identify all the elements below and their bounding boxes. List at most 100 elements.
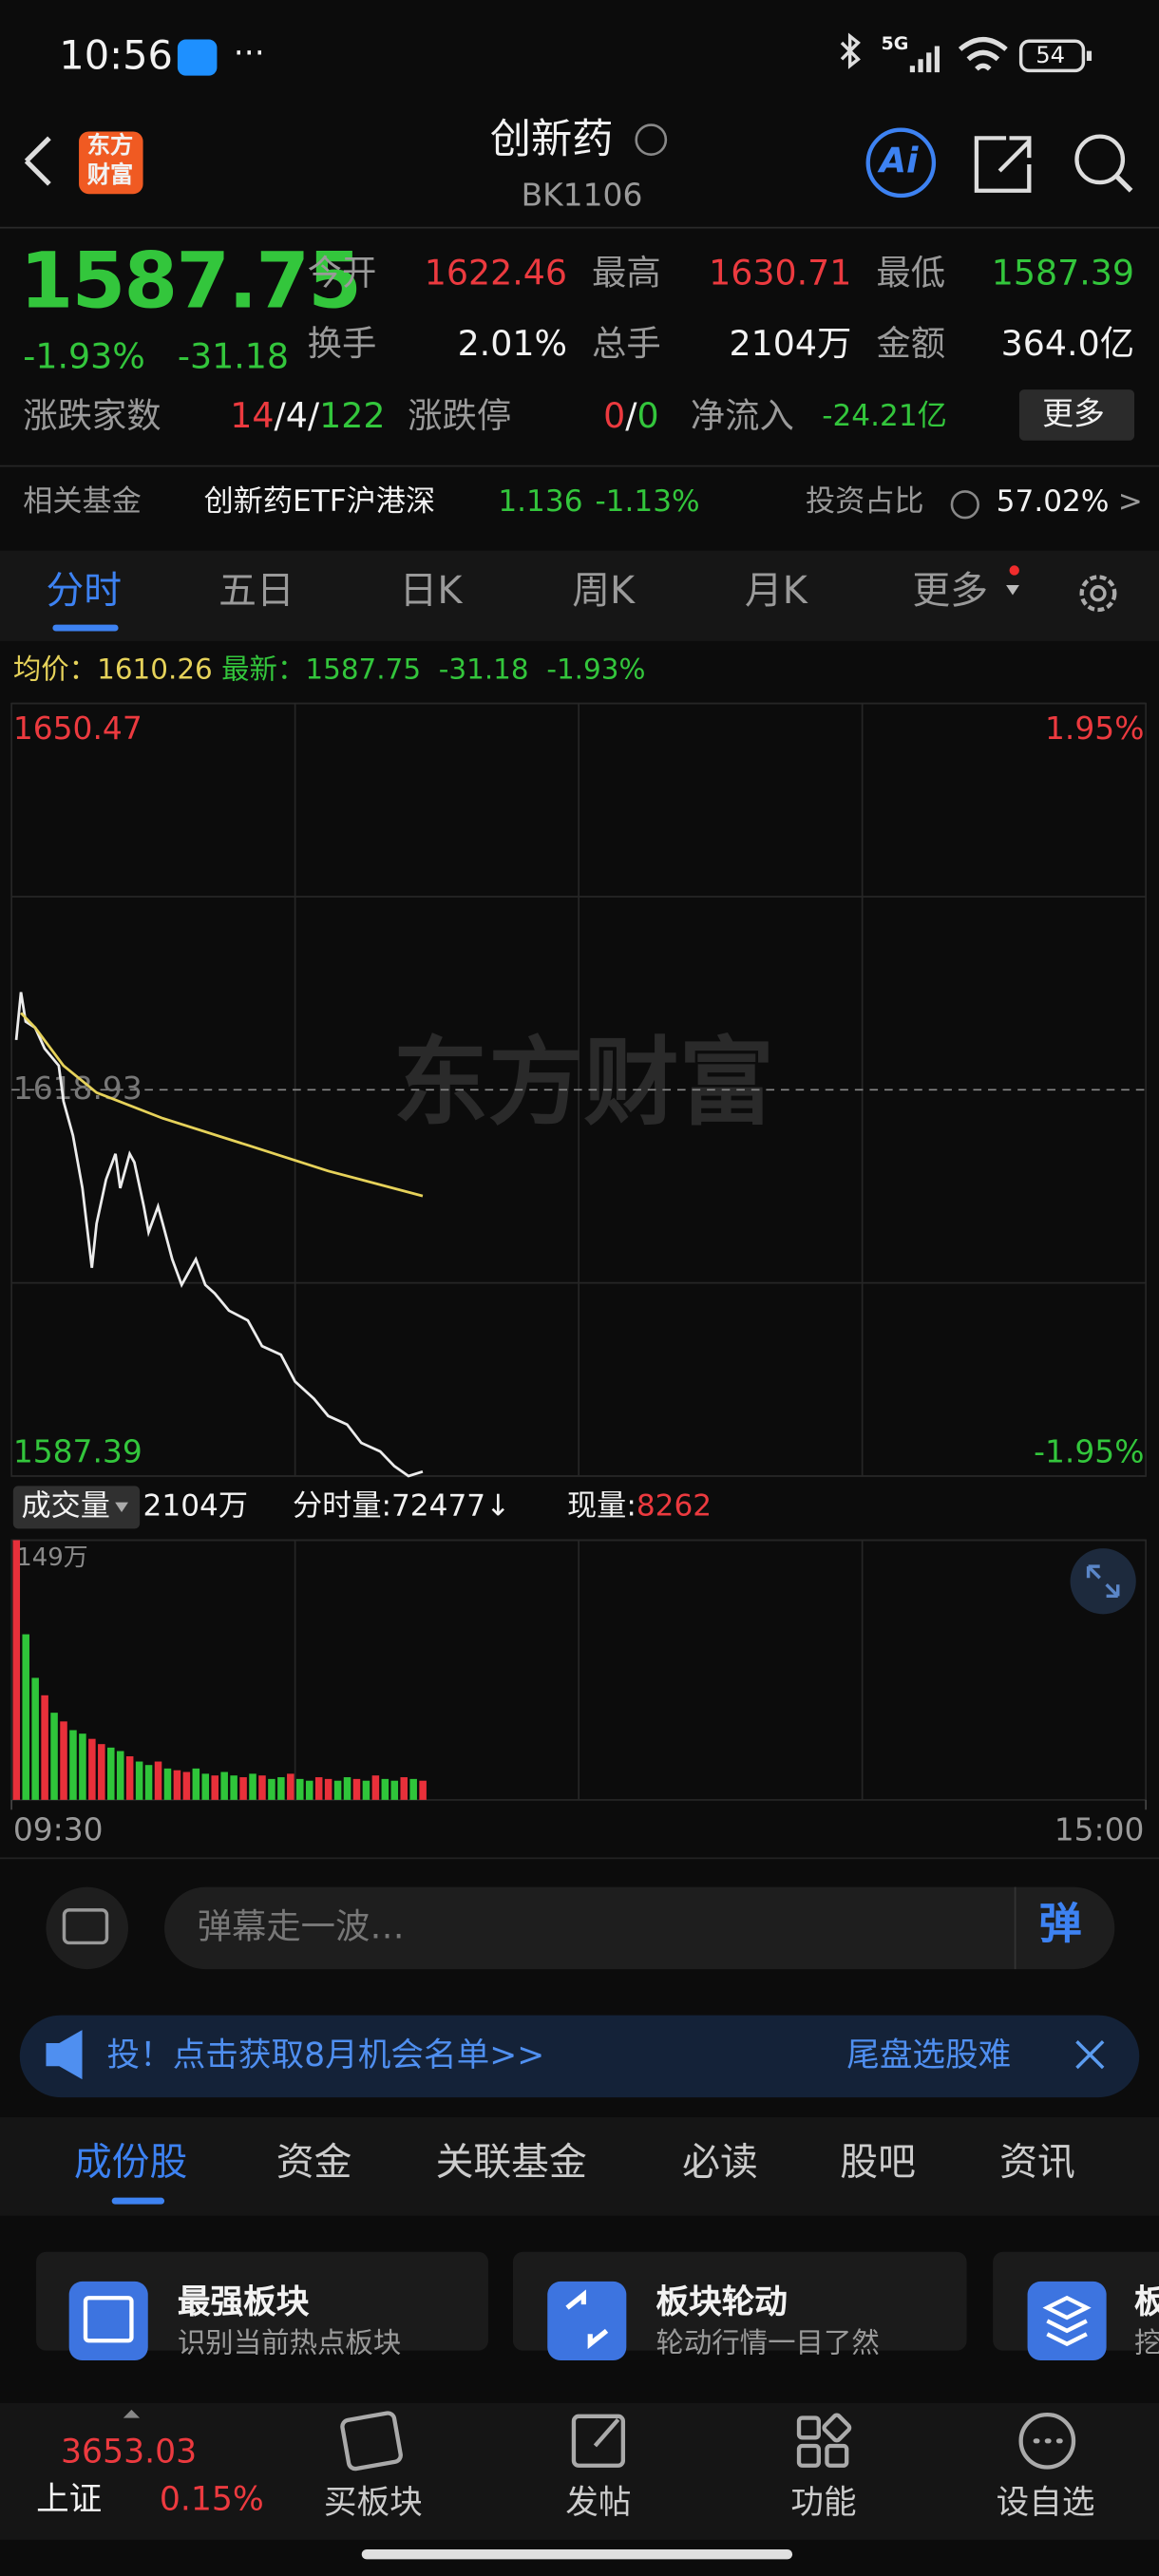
expand-icon bbox=[1086, 1564, 1120, 1599]
separator: / bbox=[625, 396, 637, 436]
nav-item[interactable]: 发帖 bbox=[565, 2482, 632, 2522]
volume-bar bbox=[144, 1765, 153, 1800]
volume-bar bbox=[98, 1744, 105, 1800]
stat-value: 1587.39 bbox=[991, 253, 1135, 294]
volume-bar bbox=[22, 1634, 29, 1800]
danmu-toggle[interactable] bbox=[46, 1886, 128, 1970]
status-more: ··· bbox=[233, 32, 265, 73]
section-tab[interactable]: 必读 bbox=[682, 2141, 758, 2185]
weight-value: 57.02% bbox=[996, 484, 1110, 520]
danmu-send[interactable]: 弹 bbox=[1038, 1900, 1082, 1950]
chart-tab[interactable]: 分时 bbox=[46, 570, 123, 614]
price-line bbox=[14, 992, 424, 1478]
stat-value: 364.0亿 bbox=[1000, 323, 1135, 364]
y-tick-label: 1618.93 bbox=[13, 1070, 142, 1107]
megaphone-icon bbox=[46, 2030, 83, 2080]
status-time: 10:56 bbox=[59, 32, 173, 80]
ai-label[interactable]: Ai bbox=[879, 141, 919, 181]
limit-down: 0 bbox=[636, 396, 659, 436]
index-change[interactable]: 0.15% bbox=[159, 2478, 264, 2519]
card-subtitle: 识别当前热点板块 bbox=[177, 2327, 402, 2360]
section-tab[interactable]: 关联基金 bbox=[435, 2141, 587, 2185]
settings-icon[interactable] bbox=[1079, 575, 1117, 613]
nav-icon bbox=[822, 2413, 852, 2443]
volume-bar bbox=[88, 1738, 96, 1800]
fund-name[interactable]: 创新药ETF沪港深 bbox=[203, 484, 436, 520]
volume-bar bbox=[125, 1756, 134, 1800]
chart-tab[interactable]: 五日 bbox=[218, 570, 294, 614]
card-title: 板 bbox=[1134, 2284, 1159, 2318]
section-tab[interactable]: 资金 bbox=[276, 2141, 352, 2185]
info-icon[interactable] bbox=[635, 123, 668, 156]
chart-tab[interactable]: 月K bbox=[744, 570, 808, 614]
volume-bar bbox=[324, 1778, 332, 1800]
expand-button[interactable] bbox=[1070, 1548, 1136, 1615]
section-tabs-bg bbox=[0, 2116, 1159, 2216]
chart-tab[interactable]: 日K bbox=[399, 570, 463, 614]
ai-button[interactable] bbox=[865, 127, 937, 199]
app-logo bbox=[79, 131, 143, 195]
status-battery: 54 bbox=[1036, 42, 1066, 69]
limit-value: 0/0 bbox=[603, 399, 659, 434]
breadth-label: 涨跌家数 bbox=[23, 396, 162, 436]
section-tab[interactable]: 成份股 bbox=[73, 2141, 188, 2185]
x-tick-label: 09:30 bbox=[13, 1810, 104, 1847]
volume-bar bbox=[268, 1778, 276, 1800]
volume-selector-bg[interactable] bbox=[12, 1486, 141, 1529]
stat-label: 换手 bbox=[307, 323, 377, 364]
volume-selector[interactable]: 成交量 bbox=[21, 1488, 110, 1525]
volume-bar bbox=[107, 1747, 115, 1800]
nav-item[interactable]: 功能 bbox=[790, 2482, 857, 2522]
card-glyph bbox=[1042, 2295, 1092, 2347]
weight-arrow[interactable]: > bbox=[1117, 484, 1143, 520]
nav-item[interactable]: 买板块 bbox=[323, 2482, 423, 2522]
nav-icon bbox=[571, 2414, 626, 2468]
inflow-value: -24.21亿 bbox=[822, 399, 947, 434]
notification-icon bbox=[177, 39, 218, 76]
fund-label: 相关基金 bbox=[23, 484, 142, 520]
danmu-placeholder[interactable]: 弹幕走一波… bbox=[197, 1906, 405, 1946]
y2-tick-label: -1.95% bbox=[1034, 1432, 1144, 1469]
banner-right[interactable]: 尾盘选股难 bbox=[846, 2035, 1012, 2074]
index-name[interactable]: 上证 bbox=[36, 2478, 103, 2519]
section-tab[interactable]: 资讯 bbox=[999, 2141, 1075, 2185]
volume-bar bbox=[305, 1780, 314, 1800]
help-icon[interactable] bbox=[950, 490, 979, 520]
volume-bar bbox=[314, 1777, 323, 1800]
danmu-input[interactable] bbox=[164, 1886, 1115, 1970]
more-button[interactable]: 更多 bbox=[1042, 396, 1105, 433]
card-icon bbox=[1027, 2281, 1107, 2360]
back-button[interactable] bbox=[24, 136, 51, 186]
more-button-bg[interactable] bbox=[1018, 389, 1135, 441]
close-icon[interactable] bbox=[1075, 2040, 1105, 2070]
section-tab[interactable]: 股吧 bbox=[840, 2141, 916, 2185]
volume-bar bbox=[390, 1780, 399, 1800]
index-value[interactable]: 3653.03 bbox=[61, 2431, 198, 2471]
fund-change: -1.13% bbox=[595, 484, 700, 520]
red-dot bbox=[1009, 565, 1019, 576]
volume-bar bbox=[400, 1777, 408, 1800]
volume-bar bbox=[296, 1778, 304, 1800]
nav-icon bbox=[796, 2443, 821, 2468]
nav-arrow bbox=[123, 2409, 141, 2418]
volume-bar bbox=[333, 1780, 342, 1800]
share-button[interactable] bbox=[974, 136, 1032, 193]
chart-tab[interactable]: 更多 bbox=[912, 570, 989, 614]
banner-bg[interactable] bbox=[19, 2015, 1140, 2098]
volume-bar bbox=[343, 1777, 352, 1800]
battery-tip bbox=[1086, 50, 1092, 62]
chart-tab[interactable]: 周K bbox=[572, 570, 636, 614]
banner-text[interactable]: 投！点击获取8月机会名单>> bbox=[106, 2035, 545, 2074]
volume-bar bbox=[60, 1721, 67, 1800]
card-icon bbox=[68, 2281, 148, 2360]
nav-icon bbox=[825, 2443, 849, 2468]
tick-volume-label: 分时量: bbox=[293, 1488, 391, 1525]
search-button[interactable] bbox=[1074, 134, 1126, 185]
card-bg[interactable] bbox=[36, 2251, 488, 2351]
volume-bar bbox=[230, 1775, 238, 1800]
now-volume-value: 8262 bbox=[636, 1488, 712, 1525]
separator: / bbox=[274, 396, 286, 436]
volume-bar bbox=[41, 1695, 48, 1800]
nav-item[interactable]: 设自选 bbox=[996, 2482, 1095, 2522]
